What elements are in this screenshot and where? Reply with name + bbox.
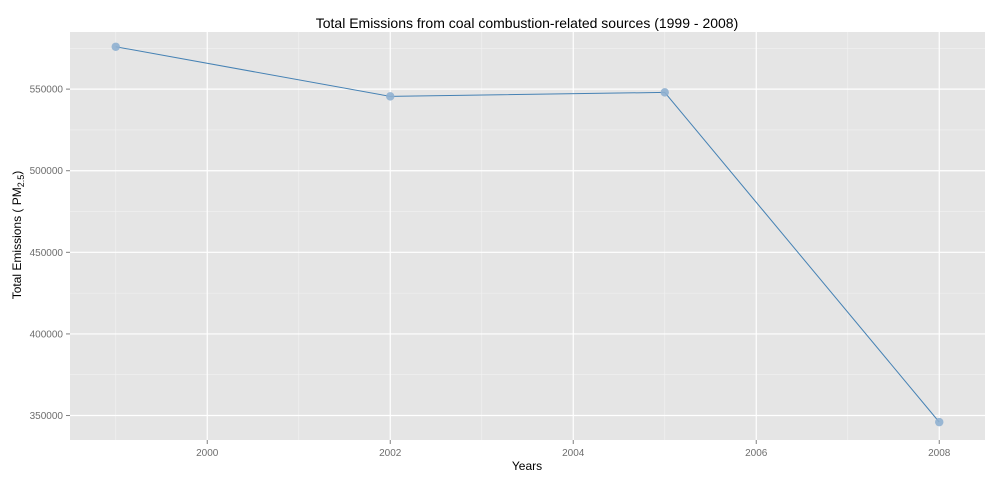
x-tick-label: 2000 — [196, 448, 219, 459]
data-point — [111, 42, 120, 51]
x-tick-label: 2004 — [562, 448, 585, 459]
y-tick-label: 450000 — [30, 248, 64, 259]
y-axis-label-subscript: 2.5 — [16, 175, 26, 188]
data-point — [386, 92, 395, 101]
y-tick-label: 550000 — [30, 85, 64, 96]
x-axis-ticks: 2000 2002 2004 2006 2008 — [196, 440, 951, 459]
series-line — [115, 46, 940, 423]
y-tick-label: 500000 — [30, 166, 64, 177]
x-axis-label: Years — [512, 459, 542, 473]
chart-title: Total Emissions from coal combustion-rel… — [316, 15, 739, 31]
x-tick-label: 2006 — [745, 448, 768, 459]
y-axis-label-close: ) — [10, 171, 24, 175]
data-point — [935, 417, 944, 427]
y-axis-ticks: 350000 400000 450000 500000 550000 — [30, 85, 70, 422]
y-axis-label-main: Total Emissions ( PM — [10, 187, 24, 299]
y-axis-label: Total Emissions ( PM2.5) — [10, 171, 26, 300]
y-tick-label: 350000 — [30, 411, 64, 422]
x-tick-label: 2008 — [928, 448, 951, 459]
series-layer — [111, 42, 944, 427]
data-point — [660, 88, 669, 97]
y-tick-label: 400000 — [30, 329, 64, 340]
x-tick-label: 2002 — [379, 448, 402, 459]
major-gridlines — [70, 32, 985, 440]
plot-panel — [70, 32, 985, 440]
